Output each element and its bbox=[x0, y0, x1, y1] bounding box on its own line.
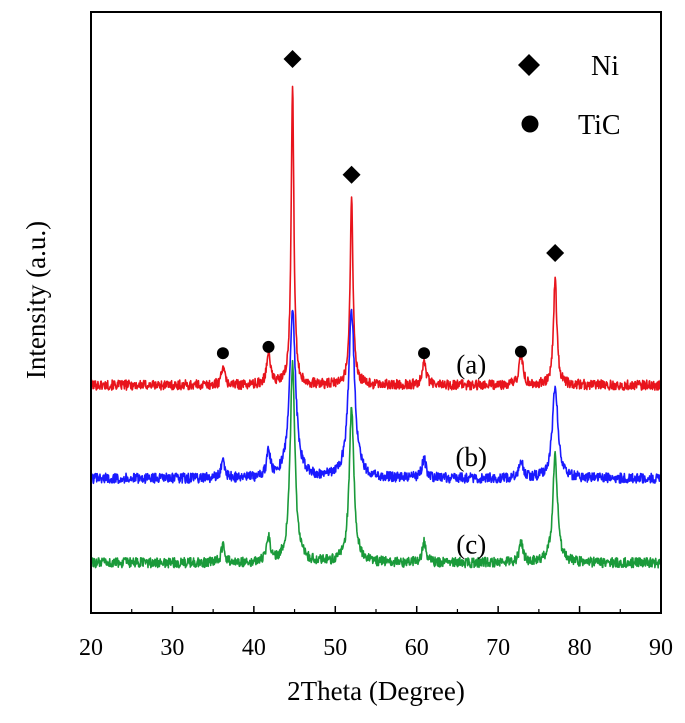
legend-diamond-icon bbox=[518, 54, 540, 76]
x-axis-title: 2Theta (Degree) bbox=[287, 676, 465, 706]
x-tick-label-40: 40 bbox=[242, 635, 266, 661]
legend-label-tic: TiC bbox=[578, 110, 621, 141]
series-line-a bbox=[90, 85, 662, 391]
plot-frame bbox=[90, 11, 662, 614]
legend-circle-icon bbox=[521, 115, 539, 133]
ni-peak-marker-icon bbox=[342, 165, 361, 184]
x-tick-label-80: 80 bbox=[568, 635, 592, 661]
ni-peak-marker-icon bbox=[283, 49, 302, 68]
x-tick-label-50: 50 bbox=[323, 635, 347, 661]
curve-labels: (a) (b) (c) bbox=[456, 350, 487, 560]
x-tick-label-60: 60 bbox=[405, 635, 429, 661]
ni-peak-marker-icon bbox=[546, 244, 565, 263]
x-ticks: 20 30 40 50 60 70 80 90 bbox=[79, 606, 673, 661]
y-axis-title: Intensity (a.u.) bbox=[21, 221, 51, 379]
tic-peak-marker-icon bbox=[262, 340, 275, 353]
tic-peak-marker-icon bbox=[216, 347, 229, 360]
curve-label-b: (b) bbox=[456, 442, 487, 472]
legend: Ni TiC bbox=[518, 51, 621, 141]
x-tick-label-30: 30 bbox=[160, 635, 184, 661]
legend-label-ni: Ni bbox=[591, 51, 619, 82]
phase-markers bbox=[216, 49, 565, 360]
x-tick-label-70: 70 bbox=[486, 635, 510, 661]
series-layer bbox=[90, 85, 662, 569]
tic-peak-marker-icon bbox=[514, 345, 527, 358]
tic-peak-marker-icon bbox=[418, 347, 431, 360]
curve-label-a: (a) bbox=[456, 350, 486, 380]
curve-label-c: (c) bbox=[456, 530, 486, 560]
x-tick-label-20: 20 bbox=[79, 635, 103, 661]
series-line-c bbox=[90, 359, 662, 569]
x-tick-label-90: 90 bbox=[649, 635, 673, 661]
series-line-b bbox=[90, 308, 662, 485]
